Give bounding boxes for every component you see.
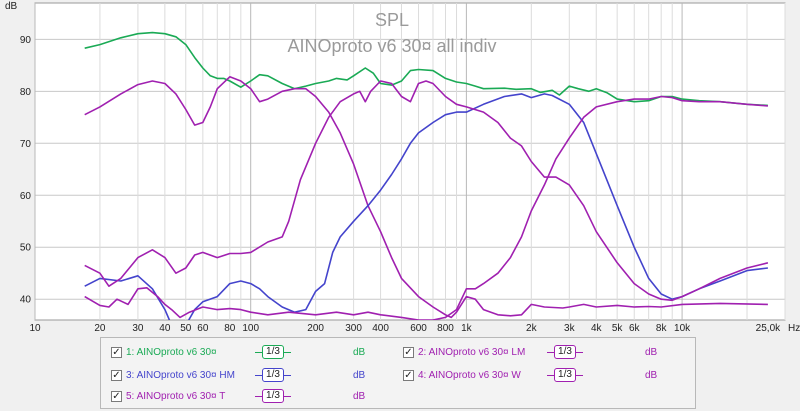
x-tick-label: 80	[224, 323, 236, 334]
legend-item-2[interactable]: ✓ 2: AINOproto v6 30¤ LM 1/3 dB	[403, 344, 657, 360]
checkbox-icon[interactable]: ✓	[111, 346, 122, 358]
legend-item-label: 4: AINOproto v6 30¤ W	[418, 369, 521, 381]
axis-ticks: 40 50 60 70 80 90 10 20 30 40 50 60 80 100 200 300 400 60…	[20, 35, 781, 334]
x-tick-label: 400	[372, 323, 389, 334]
x-tick-label: 25,0k	[756, 323, 781, 334]
x-tick-label: 200	[307, 323, 324, 334]
x-tick-label: 60	[197, 323, 209, 334]
x-tick-label: 2k	[526, 323, 538, 334]
smoothing-label: 1/3	[262, 368, 284, 382]
legend-item-label: 5: AINOproto v6 30¤ T	[126, 390, 226, 402]
x-tick-label: 5k	[612, 323, 624, 334]
x-tick-label: 300	[345, 323, 362, 334]
smoothing-control[interactable]: 1/3	[255, 389, 291, 403]
y-tick-label: 60	[20, 191, 32, 202]
smoothing-control[interactable]: 1/3	[255, 368, 291, 382]
checkbox-icon[interactable]: ✓	[403, 369, 414, 381]
legend-unit: dB	[645, 369, 658, 381]
x-tick-label: 100	[242, 323, 259, 334]
series-line-3	[84, 93, 768, 320]
legend-item-label: 1: AINOproto v6 30¤	[126, 346, 217, 358]
legend-item-4[interactable]: ✓ 4: AINOproto v6 30¤ W 1/3 dB	[403, 367, 657, 383]
plot-area	[34, 2, 786, 321]
x-tick-label: 1k	[461, 323, 473, 334]
x-tick-label: 50	[180, 323, 192, 334]
y-axis-unit: dB	[5, 1, 18, 12]
legend-item-5[interactable]: ✓ 5: AINOproto v6 30¤ T 1/3 dB	[111, 388, 365, 404]
smoothing-label: 1/3	[262, 389, 284, 403]
x-tick-label: 600	[410, 323, 427, 334]
series-line-2	[84, 76, 768, 319]
legend-unit: dB	[353, 346, 366, 358]
series-line-4	[84, 95, 768, 320]
x-tick-label: 30	[132, 323, 144, 334]
legend-unit: dB	[645, 346, 658, 358]
series-line-5	[84, 80, 769, 302]
legend-item-label: 3: AINOproto v6 30¤ HM	[126, 369, 235, 381]
checkbox-icon[interactable]: ✓	[111, 369, 122, 381]
y-tick-label: 40	[20, 295, 32, 306]
legend-unit: dB	[353, 390, 366, 402]
chart-title: SPL	[375, 10, 409, 30]
y-tick-label: 50	[20, 243, 32, 254]
chart-subtitle: AINOproto v6 30¤ all indiv	[287, 36, 496, 56]
x-tick-label: 6k	[629, 323, 641, 334]
series-line-1	[84, 31, 768, 107]
x-tick-label: 40	[159, 323, 171, 334]
x-tick-label: 8k	[656, 323, 668, 334]
x-tick-label: 800	[437, 323, 454, 334]
checkbox-icon[interactable]: ✓	[403, 346, 414, 358]
legend-item-label: 2: AINOproto v6 30¤ LM	[418, 346, 526, 358]
x-tick-label: 3k	[564, 323, 576, 334]
smoothing-label: 1/3	[554, 345, 576, 359]
legend-unit: dB	[353, 369, 366, 381]
y-tick-label: 80	[20, 87, 32, 98]
y-tick-label: 90	[20, 35, 32, 46]
smoothing-control[interactable]: 1/3	[547, 368, 583, 382]
legend-item-3[interactable]: ✓ 3: AINOproto v6 30¤ HM 1/3 dB	[111, 367, 365, 383]
checkbox-icon[interactable]: ✓	[111, 390, 122, 402]
y-tick-label: 70	[20, 139, 32, 150]
x-tick-label: 10	[29, 323, 41, 334]
smoothing-label: 1/3	[554, 368, 576, 382]
smoothing-control[interactable]: 1/3	[255, 345, 291, 359]
x-tick-label: 20	[94, 323, 106, 334]
x-tick-label: 10k	[674, 323, 691, 334]
x-axis-unit: Hz	[788, 323, 800, 334]
series-lines	[84, 31, 769, 320]
x-tick-label: 4k	[591, 323, 603, 334]
smoothing-control[interactable]: 1/3	[547, 345, 583, 359]
smoothing-label: 1/3	[262, 345, 284, 359]
legend-item-1[interactable]: ✓ 1: AINOproto v6 30¤ 1/3 dB	[111, 344, 365, 360]
legend-panel: ✓ 1: AINOproto v6 30¤ 1/3 dB ✓ 2: AINOpr…	[100, 337, 696, 409]
